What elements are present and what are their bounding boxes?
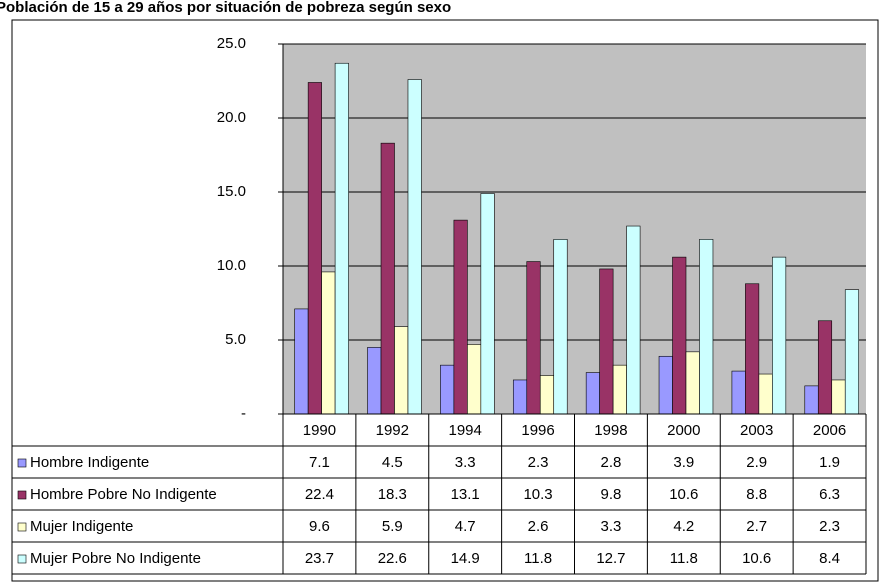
table-cell: 6.3 bbox=[819, 486, 840, 503]
bar bbox=[407, 79, 422, 415]
table-cell: 3.9 bbox=[673, 454, 694, 471]
y-tick-label: 20.0 bbox=[217, 109, 246, 126]
y-tick-label: 15.0 bbox=[217, 183, 246, 200]
bar bbox=[585, 372, 600, 415]
y-tick-label: 5.0 bbox=[225, 331, 246, 348]
x-tick-label: 1990 bbox=[303, 422, 336, 439]
bar bbox=[731, 370, 746, 415]
x-tick-label: 2003 bbox=[740, 422, 773, 439]
bar bbox=[831, 379, 846, 415]
table-cell: 2.6 bbox=[528, 518, 549, 535]
table-cell: 4.5 bbox=[382, 454, 403, 471]
table-cell: 3.3 bbox=[601, 518, 622, 535]
table-cell: 22.6 bbox=[378, 550, 407, 567]
table-cell: 13.1 bbox=[451, 486, 480, 503]
table-cell: 8.8 bbox=[746, 486, 767, 503]
y-tick-label: 10.0 bbox=[217, 257, 246, 274]
table-cell: 8.4 bbox=[819, 550, 840, 567]
table-cell: 5.9 bbox=[382, 518, 403, 535]
table-cell: 1.9 bbox=[819, 454, 840, 471]
table-cell: 2.7 bbox=[746, 518, 767, 535]
legend-label: Hombre Pobre No Indigente bbox=[30, 486, 217, 503]
chart-title: Población de 15 a 29 años por situación … bbox=[0, 0, 451, 16]
bar bbox=[367, 347, 382, 415]
legend-label: Mujer Pobre No Indigente bbox=[30, 550, 201, 567]
bar bbox=[539, 375, 555, 415]
table-cell: 2.9 bbox=[746, 454, 767, 471]
bar bbox=[599, 268, 614, 415]
bar bbox=[685, 351, 700, 415]
x-tick-label: 1996 bbox=[521, 422, 554, 439]
table-cell: 10.3 bbox=[523, 486, 552, 503]
legend-label: Hombre Indigente bbox=[30, 454, 149, 471]
table-cell: 3.3 bbox=[455, 454, 476, 471]
table-cell: 23.7 bbox=[305, 550, 334, 567]
bar bbox=[467, 344, 482, 415]
bar bbox=[672, 256, 687, 415]
bar bbox=[440, 364, 455, 415]
bar bbox=[612, 364, 627, 415]
x-tick-label: 1994 bbox=[449, 422, 482, 439]
bar bbox=[526, 261, 541, 415]
x-tick-label: 1992 bbox=[376, 422, 409, 439]
x-tick-label: 1998 bbox=[594, 422, 627, 439]
table-cell: 2.3 bbox=[819, 518, 840, 535]
table-cell: 9.8 bbox=[601, 486, 622, 503]
table-cell: 11.8 bbox=[524, 550, 552, 567]
table-cell: 11.8 bbox=[670, 550, 698, 567]
table-cell: 2.8 bbox=[601, 454, 622, 471]
bar bbox=[844, 289, 860, 415]
bar bbox=[294, 308, 309, 415]
bar bbox=[626, 225, 641, 415]
legend-key bbox=[17, 490, 27, 500]
legend-key bbox=[17, 458, 27, 468]
bar bbox=[453, 219, 468, 415]
table-cell: 4.7 bbox=[455, 518, 476, 535]
table-cell: 4.2 bbox=[673, 518, 694, 535]
bar bbox=[512, 379, 528, 415]
bar bbox=[480, 193, 495, 415]
bar bbox=[553, 239, 568, 415]
bar bbox=[321, 271, 336, 415]
y-tick-label: - bbox=[241, 405, 246, 422]
bar bbox=[307, 82, 322, 415]
legend-key bbox=[17, 522, 27, 532]
bar bbox=[772, 256, 787, 415]
bar bbox=[758, 373, 773, 415]
y-tick-label: 25.0 bbox=[217, 35, 246, 52]
bar bbox=[745, 283, 760, 415]
table-cell: 14.9 bbox=[451, 550, 480, 567]
legend-label: Mujer Indigente bbox=[30, 518, 133, 535]
bar bbox=[699, 239, 714, 415]
bar bbox=[394, 326, 409, 415]
table-cell: 18.3 bbox=[378, 486, 407, 503]
bar bbox=[334, 62, 349, 415]
x-tick-label: 2000 bbox=[667, 422, 700, 439]
table-cell: 22.4 bbox=[305, 486, 334, 503]
bar bbox=[804, 385, 819, 415]
table-cell: 9.6 bbox=[309, 518, 330, 535]
x-tick-label: 2006 bbox=[813, 422, 846, 439]
table-cell: 7.1 bbox=[309, 454, 330, 471]
bar bbox=[817, 320, 833, 415]
table-cell: 2.3 bbox=[528, 454, 549, 471]
bar bbox=[380, 142, 395, 415]
table-cell: 10.6 bbox=[742, 550, 771, 567]
table-cell: 12.7 bbox=[596, 550, 625, 567]
legend-key bbox=[17, 554, 27, 564]
bar bbox=[658, 355, 673, 415]
table-cell: 10.6 bbox=[669, 486, 698, 503]
